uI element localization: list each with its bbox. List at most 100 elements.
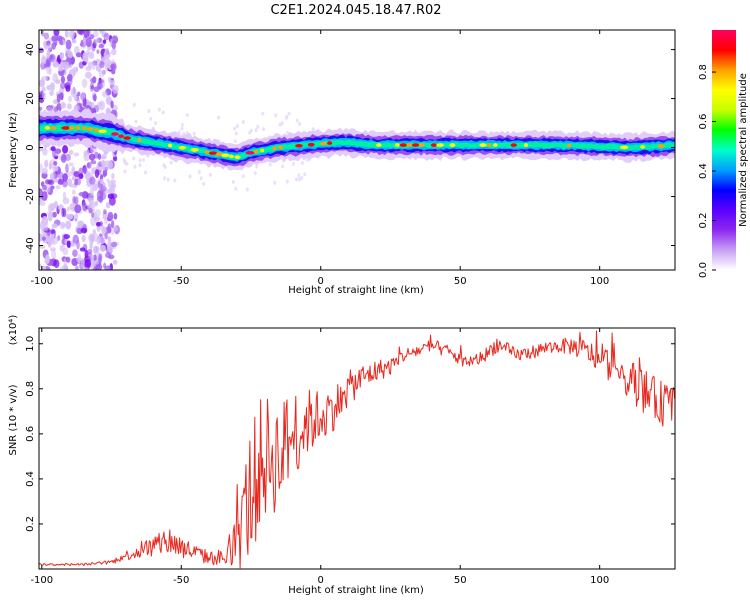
noise-speck [77, 91, 81, 97]
spectral-peak [375, 143, 382, 147]
figure-title: C2E1.2024.045.18.47.R02 [270, 3, 441, 18]
spectral-peak [493, 143, 498, 147]
noise-speck [41, 215, 49, 226]
colorbar-tick-label: 0.4 [698, 163, 709, 179]
noise-speck [65, 220, 72, 230]
noise-speck [107, 76, 112, 83]
noise-speck [97, 153, 102, 160]
noise-speck [39, 262, 42, 269]
noise-speck [66, 240, 71, 248]
noise-speck [93, 94, 97, 102]
y-tick-label: -40 [25, 237, 36, 253]
colorbar-ticks: 0.0 0.2 0.4 0.6 0.8 [698, 64, 716, 278]
noise-speck [64, 30, 69, 38]
noise-speck [100, 185, 107, 192]
noise-speck [93, 104, 100, 113]
spectral-peak [640, 145, 646, 149]
spectral-peak [657, 144, 665, 148]
noise-speck [77, 253, 82, 262]
noise-speck [90, 160, 97, 165]
noise-speck [173, 178, 177, 183]
noise-speck [70, 87, 77, 98]
noise-speck [39, 234, 43, 242]
noise-speck [103, 160, 111, 169]
noise-speck [99, 61, 105, 69]
noise-speck [104, 265, 112, 270]
y-tick-label: 20 [25, 92, 36, 105]
noise-speck [98, 254, 102, 265]
snr-ylabel: SNR (10 * v/v) [8, 384, 19, 455]
noise-speck [60, 75, 66, 84]
noise-speck [112, 84, 119, 94]
noise-speck [55, 35, 63, 41]
noise-speck [231, 179, 235, 184]
noise-speck [285, 179, 289, 184]
noise-speck [62, 179, 68, 188]
noise-speck [63, 258, 67, 268]
snr-panel: -100 -50 0 50 100 0.2 0.4 0.6 0.8 1.0 Height of s… [8, 315, 676, 596]
noise-speck [76, 30, 84, 35]
noise-speck [41, 86, 46, 92]
spectral-peak [229, 154, 234, 159]
noise-speck [50, 146, 56, 152]
noise-speck [110, 48, 117, 56]
noise-speck [83, 152, 90, 162]
noise-speck [62, 247, 69, 256]
y-tick-label: 0.2 [25, 516, 36, 532]
noise-speck [51, 42, 56, 50]
noise-speck [149, 116, 153, 121]
noise-speck [76, 239, 80, 250]
noise-speck [88, 208, 93, 214]
spectral-peak [178, 145, 187, 150]
noise-speck [157, 107, 161, 112]
noise-speck [58, 65, 64, 72]
noise-speck [45, 44, 52, 52]
spectrogram-axes: -100 -50 0 50 100 -40 -20 0 20 40 [25, 30, 675, 287]
noise-speck [98, 79, 105, 84]
noise-speck [180, 122, 184, 127]
spectral-peak [277, 145, 284, 150]
noise-speck [311, 127, 315, 132]
noise-speck [59, 221, 66, 230]
spectral-peak [479, 143, 487, 147]
noise-speck [55, 185, 61, 190]
noise-speck [67, 51, 73, 59]
noise-speck [42, 226, 48, 232]
noise-speck [125, 161, 129, 166]
noise-speck [77, 220, 84, 227]
noise-speck [113, 212, 118, 220]
y-tick-label: 1.0 [25, 336, 36, 352]
spectral-peak [204, 150, 210, 154]
noise-speck [123, 159, 127, 164]
noise-speck [63, 234, 70, 240]
noise-speck [92, 183, 98, 191]
spectral-peak [260, 148, 265, 153]
snr-multiplier: (x10⁴) [8, 315, 19, 346]
noise-speck [80, 227, 88, 234]
noise-speck [78, 191, 86, 197]
noise-speck [66, 103, 72, 110]
colorbar-tick-label: 0.2 [698, 213, 709, 229]
noise-speck [110, 241, 118, 248]
noise-speck [56, 171, 64, 179]
noise-speck [48, 179, 55, 186]
noise-speck [53, 165, 59, 172]
noise-speck [98, 70, 105, 78]
noise-speck [67, 213, 74, 220]
colorbar-label: Normalized spectral amplitude [738, 73, 749, 227]
noise-speck [297, 121, 301, 126]
noise-speck [67, 178, 73, 187]
noise-speck [46, 235, 53, 243]
noise-speck [202, 181, 206, 186]
noise-speck [241, 174, 245, 179]
noise-speck [94, 169, 100, 178]
spectral-peak [215, 152, 223, 157]
y-tick-label: 40 [25, 43, 36, 56]
noise-speck [161, 110, 165, 115]
noise-speck [80, 257, 85, 268]
noise-speck [103, 209, 107, 215]
noise-speck [50, 185, 55, 190]
noise-speck [268, 162, 272, 167]
snr-axes: -100 -50 0 50 100 0.2 0.4 0.6 0.8 1.0 [25, 328, 675, 586]
noise-speck [62, 145, 69, 154]
